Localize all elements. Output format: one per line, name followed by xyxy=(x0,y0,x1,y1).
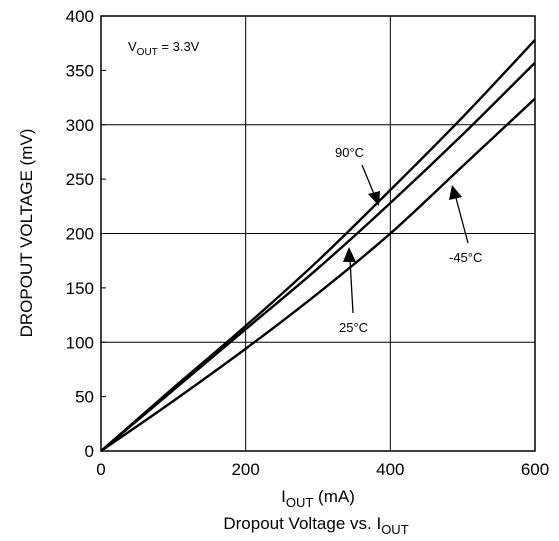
series-line-2 xyxy=(100,97,536,452)
series-label-90c: 90°C xyxy=(335,145,364,160)
tick-labels: 0 50 100 150 200 250 300 350 400 0 200 400 600 xyxy=(66,7,550,479)
vout-annotation: VOUT = 3.3V xyxy=(128,39,200,58)
arrow-minus45c xyxy=(449,185,469,244)
arrow-90c xyxy=(361,164,380,206)
series-line-1 xyxy=(100,61,536,452)
y-tick-label: 0 xyxy=(85,442,94,461)
y-tick-label: 300 xyxy=(66,116,94,135)
grid-lines xyxy=(101,16,535,451)
y-axis-label: DROPOUT VOLTAGE (mV) xyxy=(17,129,36,338)
arrow-25c xyxy=(343,247,356,314)
series-label-minus45c: -45°C xyxy=(449,250,482,265)
x-tick-label: 600 xyxy=(521,460,549,479)
y-tick-label: 50 xyxy=(75,388,94,407)
series-lines xyxy=(100,39,536,452)
y-tick-label: 150 xyxy=(66,279,94,298)
y-tick-label: 350 xyxy=(66,61,94,80)
series-line-0 xyxy=(100,39,536,452)
x-axis-label: IOUT (mA) xyxy=(281,487,355,510)
series-label-25c: 25°C xyxy=(339,320,368,335)
y-tick-label: 250 xyxy=(66,170,94,189)
chart-title: Dropout Voltage vs. IOUT xyxy=(223,514,408,537)
y-tick-label: 100 xyxy=(66,333,94,352)
y-tick-label: 400 xyxy=(66,7,94,26)
x-tick-label: 200 xyxy=(231,460,259,479)
x-tick-label: 0 xyxy=(96,460,105,479)
y-tick-label: 200 xyxy=(66,225,94,244)
x-tick-label: 400 xyxy=(376,460,404,479)
